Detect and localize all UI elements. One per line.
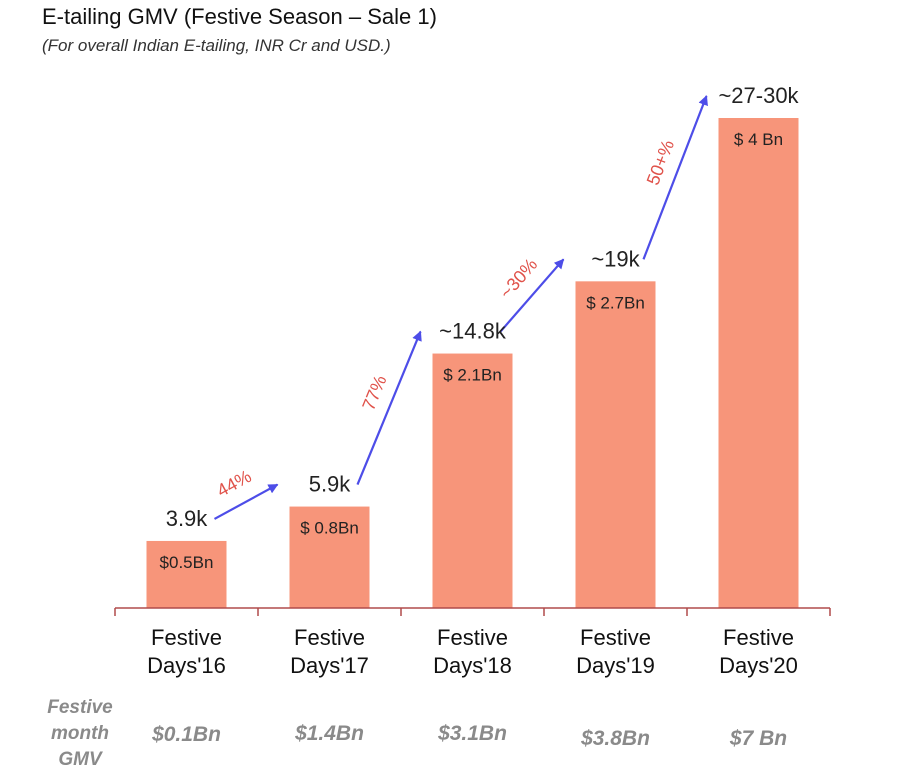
x-tick-label-line: Festive bbox=[437, 625, 508, 650]
x-tick-label-3: Festive Days'18 bbox=[433, 625, 512, 678]
growth-arrow-4 bbox=[642, 95, 708, 260]
top-value-label-3: ~14.8k bbox=[439, 319, 507, 344]
x-tick-label-line: Days'20 bbox=[719, 653, 798, 678]
x-tick-label-2: Festive Days'17 bbox=[290, 625, 369, 678]
growth-label-4: 50+% bbox=[643, 137, 678, 188]
top-value-label-4: ~19k bbox=[591, 246, 640, 271]
growth-arrow-1 bbox=[213, 483, 279, 520]
footer-value-3: $3.1Bn bbox=[437, 722, 507, 745]
bar-4 bbox=[575, 281, 656, 608]
bar-value-label-5: $ 4 Bn bbox=[734, 130, 783, 149]
chart-title: E-tailing GMV (Festive Season – Sale 1) bbox=[42, 4, 437, 29]
growth-arrow-3 bbox=[499, 258, 565, 333]
bar-value-label-1: $0.5Bn bbox=[160, 553, 214, 572]
footer-value-1: $0.1Bn bbox=[151, 723, 221, 746]
growth-label-1: 44% bbox=[214, 466, 255, 501]
growth-label-3: ~30% bbox=[496, 254, 542, 302]
top-value-label-2: 5.9k bbox=[309, 472, 352, 497]
x-tick-label-line: Days'19 bbox=[576, 653, 655, 678]
footer-title: Festive month GMV bbox=[47, 697, 113, 770]
x-tick-label-line: Festive bbox=[294, 625, 365, 650]
footer-title-line: month bbox=[51, 723, 109, 744]
x-tick-label-line: Festive bbox=[723, 625, 794, 650]
growth-arrow-2 bbox=[356, 330, 422, 485]
x-tick-label-line: Days'17 bbox=[290, 653, 369, 678]
x-tick-label-line: Festive bbox=[580, 625, 651, 650]
footer-value-4: $3.8Bn bbox=[580, 727, 650, 750]
x-tick-label-5: Festive Days'20 bbox=[719, 625, 798, 678]
bar-3 bbox=[432, 353, 513, 608]
footer-value-5: $7 Bn bbox=[729, 727, 787, 750]
footer-value-2: $1.4Bn bbox=[294, 722, 364, 745]
bar-value-label-3: $ 2.1Bn bbox=[443, 366, 502, 385]
footer-title-line: GMV bbox=[58, 749, 103, 770]
top-value-label-5: ~27-30k bbox=[718, 83, 799, 108]
footer-title-line: Festive bbox=[47, 697, 113, 718]
x-tick-label-line: Festive bbox=[151, 625, 222, 650]
top-value-label-1: 3.9k bbox=[166, 506, 209, 531]
x-tick-label-4: Festive Days'19 bbox=[576, 625, 655, 678]
x-tick-label-1: Festive Days'16 bbox=[147, 625, 226, 678]
chart-subtitle: (For overall Indian E-tailing, INR Cr an… bbox=[42, 36, 391, 55]
bar-5 bbox=[718, 118, 799, 608]
x-tick-label-line: Days'16 bbox=[147, 653, 226, 678]
x-tick-label-line: Days'18 bbox=[433, 653, 512, 678]
bar-2 bbox=[289, 506, 370, 608]
growth-label-2: 77% bbox=[358, 372, 390, 413]
bar-value-label-2: $ 0.8Bn bbox=[300, 519, 359, 538]
bar-value-label-4: $ 2.7Bn bbox=[586, 293, 645, 312]
bar-1 bbox=[146, 540, 227, 608]
